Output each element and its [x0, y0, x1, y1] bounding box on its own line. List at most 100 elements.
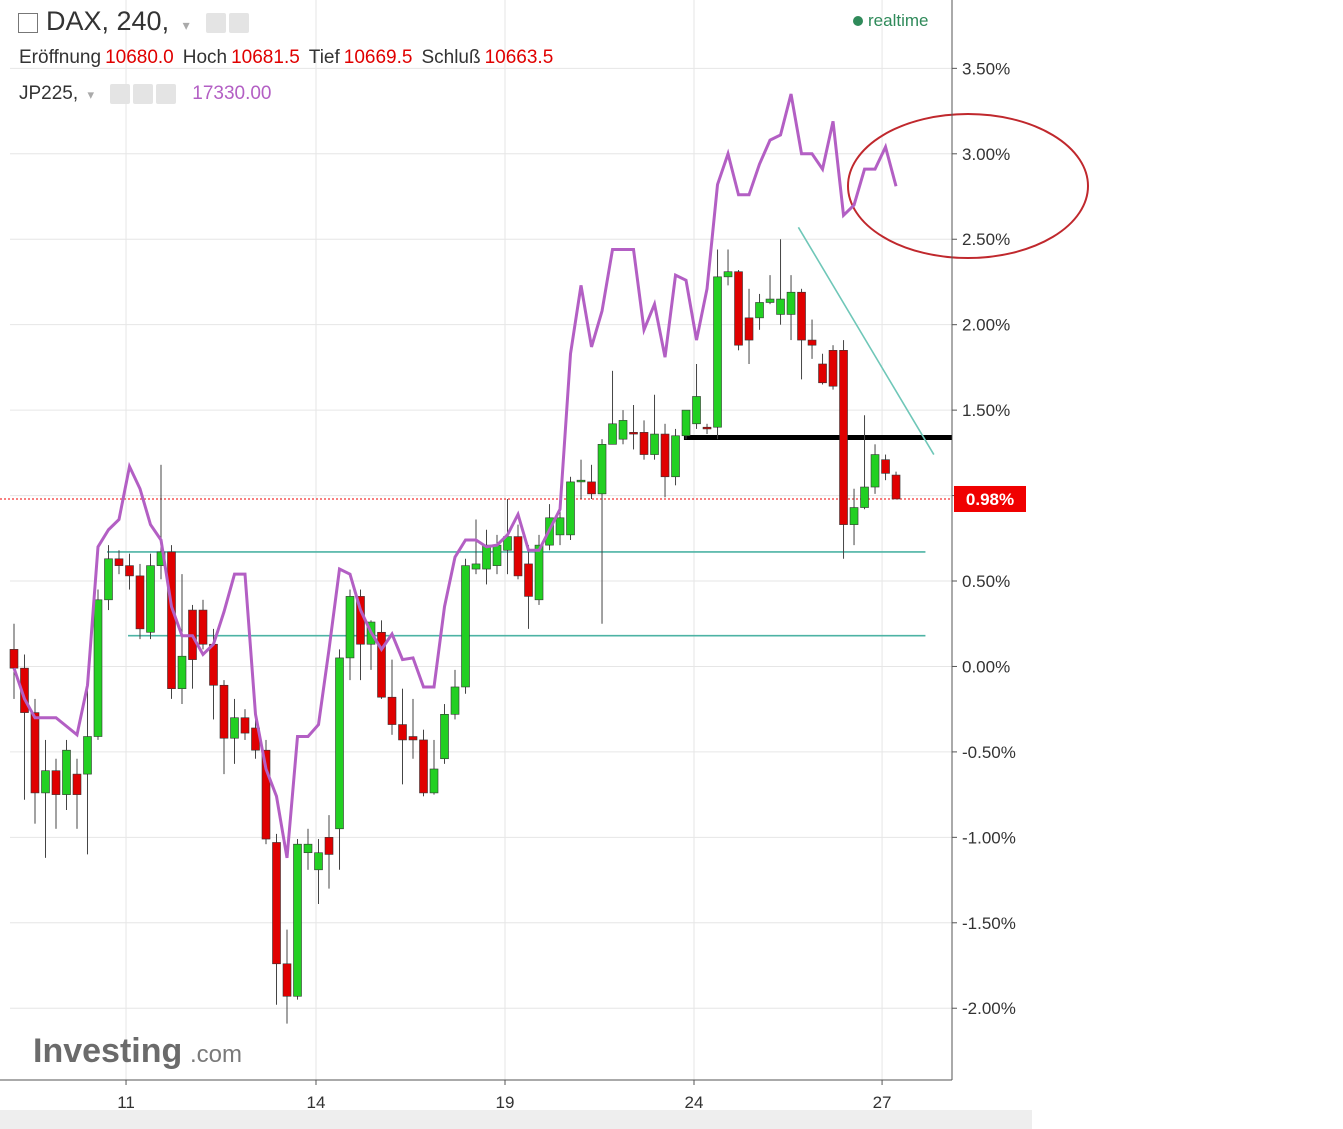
status-text: realtime [868, 11, 929, 30]
quote-row: Eröffnung 10680.0 Hoch 10681.5 Tief 10669.5 Sc… [19, 47, 562, 69]
candle-body [345, 596, 355, 659]
candle-body [272, 842, 281, 965]
quote-value: 10681.5 [231, 47, 300, 68]
y-tick-label: 1.50% [962, 401, 1010, 420]
candle-body [692, 396, 701, 425]
candle-body [744, 317, 754, 341]
candle-body [30, 712, 40, 794]
eye-icon[interactable] [205, 12, 226, 33]
logo-brand: Investing [33, 1032, 182, 1070]
collapse-button[interactable] [18, 12, 38, 33]
candle-body [860, 486, 869, 508]
candle-body [471, 563, 481, 570]
candle-body [440, 714, 449, 760]
candle-body [104, 558, 113, 601]
candle-body [618, 420, 628, 440]
candle-body [72, 773, 82, 795]
highlight-ellipse [847, 113, 1089, 259]
quote-value: 10680.0 [105, 47, 174, 68]
title-row: DAX, 240, ▾ [18, 6, 252, 37]
candle-body [41, 770, 50, 794]
quote-label: Eröffnung [19, 47, 102, 68]
quote-label: Hoch [182, 47, 228, 68]
quote-value: 10663.5 [484, 47, 554, 68]
last-price-label: 0.98% [966, 490, 1014, 509]
overlay-name: JP225, [19, 83, 79, 104]
candle-body [555, 517, 565, 536]
dropdown[interactable]: ▾ [182, 17, 190, 33]
candle-body [576, 479, 586, 483]
candle-body [702, 426, 712, 430]
candle-body [398, 724, 407, 741]
candle-body [230, 717, 239, 739]
gear-icon[interactable] [228, 12, 249, 33]
last-price-box [954, 485, 1026, 512]
candle-body [240, 717, 250, 734]
candle-body [377, 631, 386, 698]
candle-body [51, 770, 61, 795]
candle-body [839, 350, 848, 525]
candle-body [429, 768, 439, 794]
candle-body [492, 544, 502, 566]
candle-body [419, 739, 428, 794]
candle-body [776, 298, 785, 315]
candle-body [450, 686, 460, 715]
candle-body [335, 657, 344, 830]
y-tick-label: -1.50% [962, 914, 1016, 933]
candle-body [671, 435, 680, 478]
x-tick-label: 11 [117, 1093, 135, 1112]
close-icon[interactable] [155, 83, 176, 104]
y-tick-label: 3.00% [962, 145, 1010, 164]
chart-title: DAX, 240, [46, 6, 170, 36]
candle-body [870, 454, 880, 488]
candle-body [83, 736, 92, 775]
candle-body [324, 837, 334, 855]
candle-body [765, 298, 775, 303]
candle-body [639, 432, 649, 455]
y-tick-label: -2.00% [962, 999, 1016, 1018]
candle-body [534, 544, 544, 601]
candle-body [629, 432, 638, 435]
status-dot [853, 16, 863, 26]
candle-body [167, 551, 176, 689]
y-tick-label: 3.50% [962, 59, 1010, 78]
status: realtime [853, 11, 928, 31]
candle-body [723, 271, 733, 278]
candle-body [660, 433, 670, 478]
y-tick-label: 2.50% [962, 230, 1010, 249]
candle-body [881, 459, 890, 474]
y-tick-label: 2.00% [962, 316, 1010, 335]
candle-body [807, 339, 817, 346]
y-tick-label: 0.50% [962, 572, 1010, 591]
candle-body [198, 609, 208, 645]
y-tick-label: -1.00% [962, 828, 1016, 847]
candle-body [513, 536, 523, 577]
y-tick-label: 0.00% [962, 657, 1010, 676]
candle-body [461, 565, 470, 688]
logo-suffix: .com [190, 1041, 242, 1068]
eye-icon[interactable] [109, 83, 130, 104]
candle-body [282, 963, 292, 997]
candle-body [209, 643, 218, 686]
quote-label: Schluß [421, 47, 481, 68]
overlay-quote: 17330.00 [192, 83, 272, 104]
x-tick-label: 24 [685, 1093, 704, 1112]
candle-body [849, 507, 859, 525]
candle-body [734, 271, 743, 346]
candle-body [314, 852, 323, 871]
candle-body [303, 843, 313, 854]
dropdown[interactable]: ▾ [87, 87, 94, 102]
gear-icon[interactable] [132, 83, 153, 104]
candle-body [524, 563, 533, 597]
candle-body [713, 276, 722, 428]
trendline [797, 226, 935, 455]
candle-body [608, 423, 617, 445]
candle-body [387, 696, 397, 725]
candle-body [797, 291, 806, 341]
candle-body [755, 302, 764, 319]
candle-body [818, 363, 827, 384]
y-tick-label: -0.50% [962, 743, 1016, 762]
candle-body [597, 444, 607, 495]
